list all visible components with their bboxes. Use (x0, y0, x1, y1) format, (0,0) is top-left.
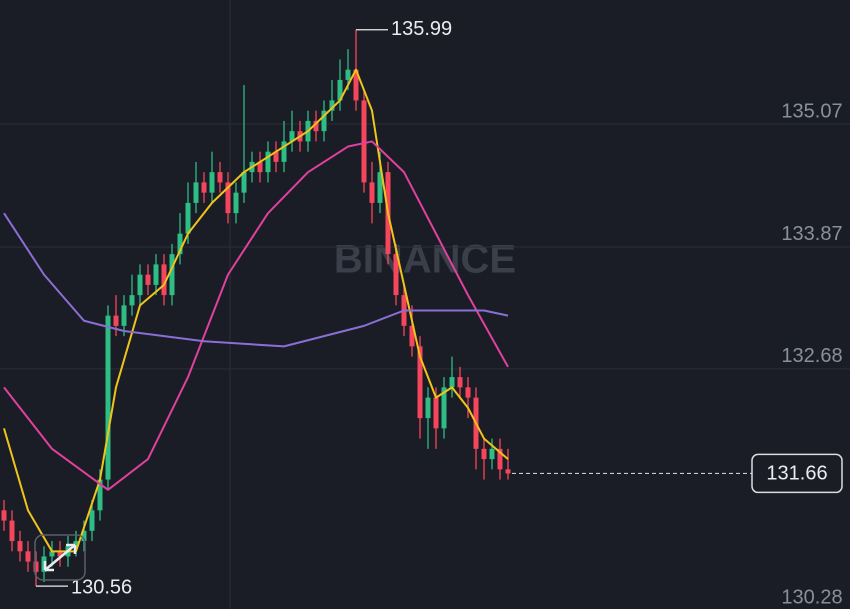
candle-body (377, 172, 383, 203)
candle-body (281, 141, 287, 162)
candle-body (17, 541, 23, 552)
candle-body (121, 305, 127, 326)
candle-body (9, 520, 15, 542)
candle-body (313, 120, 319, 132)
candle-body (233, 192, 239, 214)
expand-button-frame[interactable] (34, 534, 86, 581)
candle-body (361, 100, 367, 183)
candle-body (393, 254, 399, 296)
candle-body (345, 69, 351, 80)
candle-body (257, 161, 263, 173)
candle-body (161, 264, 167, 296)
candle-body (193, 182, 199, 203)
candle-body (201, 182, 207, 193)
y-tick-label: 130.28 (781, 586, 842, 608)
candle-body (153, 264, 159, 285)
candle-body (505, 469, 511, 474)
candle-body (321, 110, 327, 132)
candle-body (73, 541, 79, 547)
candles (1, 29, 511, 587)
y-tick-label: 132.68 (781, 345, 842, 367)
candle-body (89, 510, 95, 531)
candle-body (241, 172, 247, 193)
candle-body (57, 551, 63, 557)
candle-body (289, 131, 295, 142)
candle-body (441, 387, 447, 429)
candle-body (145, 274, 151, 285)
candle-body (425, 397, 431, 419)
moving-average-line (3, 212, 509, 348)
candle-body (81, 530, 87, 542)
moving-average-line (3, 140, 509, 491)
candle-body (353, 69, 359, 101)
candle-body (217, 172, 223, 183)
candle-body (337, 79, 343, 101)
candle-body (97, 479, 103, 511)
moving-average-line (3, 68, 509, 553)
candle-body (137, 274, 143, 296)
expand-button[interactable] (34, 534, 86, 581)
candle-body (449, 377, 455, 388)
y-tick-label: 133.87 (781, 223, 842, 245)
candle-body (433, 397, 439, 429)
expand-icon[interactable] (43, 543, 77, 572)
candle-body (497, 448, 503, 470)
y-tick-label: 135.07 (781, 100, 842, 122)
candle-body (481, 448, 487, 460)
candle-body (113, 315, 119, 326)
candle-body (169, 254, 175, 296)
candle-body (225, 182, 231, 214)
candle-body (329, 100, 335, 111)
watermark: BINANCE (334, 238, 516, 282)
last-price-tag (751, 453, 843, 494)
candle-body (465, 387, 471, 398)
candle-body (265, 151, 271, 173)
candle-body (209, 172, 215, 193)
last-price-label: 131.66 (766, 463, 827, 485)
candle-body (105, 315, 111, 480)
candle-body (369, 182, 375, 203)
candle-body (489, 448, 495, 460)
candle-body (417, 346, 423, 419)
high-label: 135.99 (391, 18, 452, 40)
candle-body (49, 551, 55, 557)
candle-body (457, 377, 463, 388)
candle-body (25, 551, 31, 562)
candle-body (1, 510, 7, 521)
low-label: 130.56 (71, 576, 132, 598)
candle-body (273, 151, 279, 162)
candle-body (185, 202, 191, 234)
candle-body (33, 561, 39, 572)
candle-body (409, 325, 415, 347)
candle-body (177, 233, 183, 255)
candle-body (129, 295, 135, 306)
